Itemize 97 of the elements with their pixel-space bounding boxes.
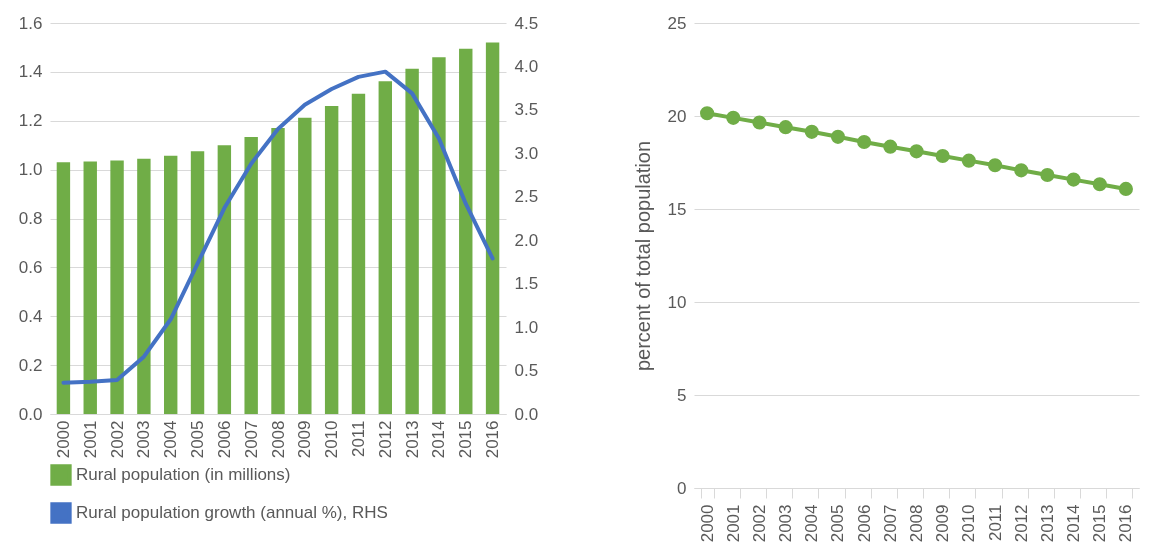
bar (83, 161, 97, 414)
x-tick-label: 2016 (1116, 504, 1136, 543)
x-tick-label: 2009 (295, 420, 315, 459)
bar (164, 155, 178, 414)
x-tick-label: 2008 (268, 420, 288, 459)
point (1092, 177, 1107, 192)
bar (405, 68, 419, 414)
line-series (61, 69, 495, 385)
x-tick-label: 2010 (959, 504, 979, 543)
y2-tick-label: 0.0 (514, 404, 539, 424)
bar (137, 158, 151, 414)
y-tick-label: 1.2 (18, 111, 43, 131)
y-tick-label: 1.0 (18, 160, 43, 180)
bar (378, 81, 392, 414)
x-tick-label: 2012 (375, 420, 395, 459)
point (857, 134, 872, 150)
x-tick-label: 2003 (134, 420, 154, 459)
x-tick-label: 2013 (1037, 504, 1057, 543)
y-tick-label: 20 (667, 106, 687, 126)
bar (271, 128, 285, 414)
x-tick-label: 2002 (107, 420, 127, 459)
x-tick-label: 2006 (214, 420, 234, 459)
x-tick-label: 2000 (697, 504, 717, 543)
point (909, 144, 924, 159)
bar (324, 106, 339, 414)
point (1040, 167, 1055, 183)
point (726, 110, 741, 125)
point (752, 115, 767, 130)
y2-tick-label: 2.5 (514, 187, 539, 207)
x-tick-label: 2009 (933, 504, 953, 543)
x-tick-label: 2005 (828, 504, 848, 543)
x-tick-label: 2014 (429, 420, 449, 459)
y2-tick-label: 3.5 (514, 100, 539, 120)
bar (217, 145, 232, 414)
point (961, 153, 976, 168)
y-tick-label: 0.0 (18, 404, 43, 424)
x-tick-label: 2011 (985, 504, 1005, 542)
x-tick-label: 2005 (188, 420, 208, 459)
bar (190, 151, 205, 414)
x-tick-label: 2001 (80, 420, 100, 459)
bar (56, 162, 71, 414)
legend-label: Rural population growth (annual %), RHS (76, 503, 388, 522)
y2-tick-label: 1.0 (514, 317, 539, 337)
point (1014, 163, 1029, 178)
x-tick-label: 2015 (1090, 504, 1110, 543)
x-tick-label: 2006 (854, 504, 874, 543)
y-tick-label: 0.8 (18, 209, 43, 228)
y-tick-label: 25 (667, 13, 687, 33)
y-tick-label: 1.6 (18, 13, 43, 33)
x-tick-label: 2012 (1011, 504, 1031, 543)
point (935, 148, 950, 164)
y2-tick-label: 0.5 (514, 361, 539, 381)
y2-tick-label: 4.5 (514, 13, 539, 33)
x-tick-label: 2011 (348, 420, 368, 458)
y-tick-label: 5 (677, 385, 687, 405)
bar (459, 48, 473, 414)
bar (244, 137, 258, 414)
x-tick-label: 2002 (749, 504, 769, 543)
x-tick-label: 2014 (1064, 504, 1084, 543)
point (1118, 181, 1133, 196)
point (830, 129, 846, 144)
x-tick-label: 2001 (723, 504, 743, 543)
point (1066, 172, 1081, 187)
y2-tick-label: 4.0 (514, 56, 539, 76)
y-tick-label: 0.6 (18, 257, 43, 277)
x-tick-label: 2004 (802, 504, 822, 543)
x-tick-label: 2015 (456, 420, 476, 459)
y-axis-title: percent of total population (631, 140, 654, 372)
y-tick-label: 0.4 (18, 306, 43, 326)
x-tick-label: 2008 (907, 504, 926, 543)
bar (110, 160, 124, 414)
x-tick-label: 2007 (241, 420, 261, 459)
point (700, 106, 715, 121)
x-tick-label: 2013 (402, 420, 422, 459)
bar (298, 117, 312, 414)
y-tick-label: 1.4 (18, 62, 43, 82)
y-tick-label: 0 (677, 478, 687, 498)
bar (351, 93, 366, 414)
point (804, 124, 819, 139)
point (883, 139, 898, 154)
y-tick-label: 10 (667, 292, 687, 312)
y2-tick-label: 2.0 (514, 230, 539, 250)
x-tick-label: 2010 (322, 420, 342, 459)
point (778, 120, 793, 135)
y-tick-label: 15 (667, 199, 687, 219)
bar (432, 57, 446, 414)
y-tick-label: 0.2 (18, 355, 43, 375)
bar (485, 42, 500, 414)
x-tick-label: 2016 (483, 420, 503, 459)
y2-tick-label: 1.5 (514, 274, 539, 294)
x-tick-label: 2007 (880, 504, 900, 543)
x-tick-label: 2000 (53, 420, 73, 459)
x-tick-label: 2003 (776, 504, 796, 543)
point (987, 158, 1003, 173)
legend-label: Rural population (in millions) (76, 465, 291, 484)
y2-tick-label: 3.0 (514, 143, 539, 163)
x-tick-label: 2004 (161, 420, 181, 459)
